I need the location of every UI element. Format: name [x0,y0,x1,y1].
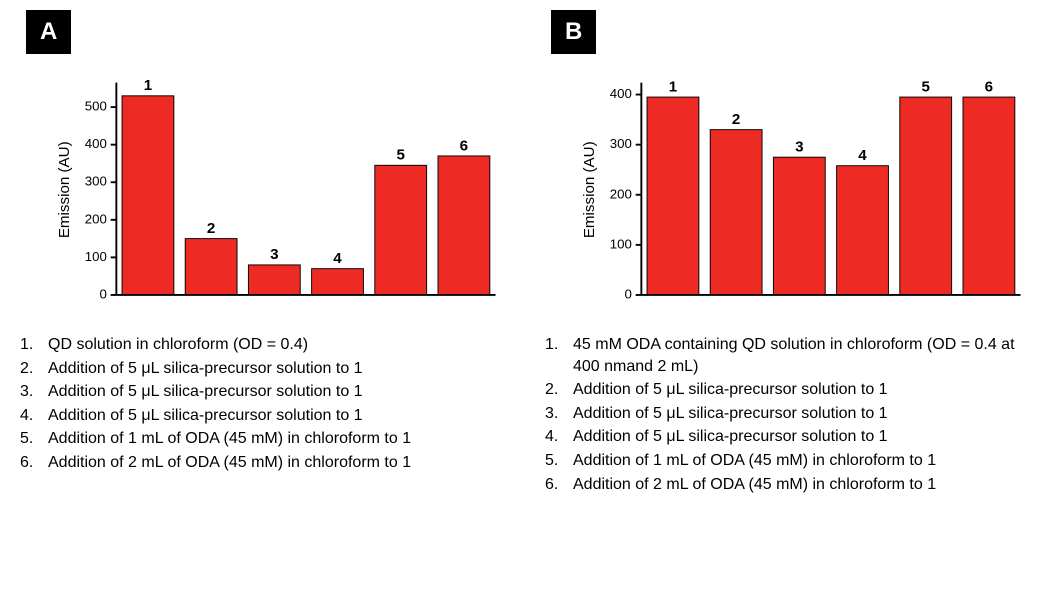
bar-label: 2 [732,111,740,128]
panel-a: A 0 100 200 300 400 500 Emission (AU) 1 2 3 4 5 6 1.… [20,10,505,582]
bar-label: 5 [396,147,404,164]
legend-item-number: 1. [545,334,573,356]
chart-bar [837,166,889,295]
legend-item-number: 3. [20,381,48,403]
legend-item-number: 2. [20,358,48,380]
svg-text:100: 100 [610,236,632,251]
legend-item: 2.Addition of 5 μL silica-precursor solu… [545,379,1030,401]
legend-item: 4.Addition of 5 μL silica-precursor solu… [20,405,505,427]
chart-bar [963,97,1015,295]
chart-bar [900,97,952,295]
legend-item: 5.Addition of 1 mL of ODA (45 mM) in chl… [20,428,505,450]
panel-b-legend: 1.45 mM ODA containing QD solution in ch… [545,334,1030,497]
legend-item-text: Addition of 5 μL silica-precursor soluti… [48,358,505,380]
legend-item: 1.QD solution in chloroform (OD = 0.4) [20,334,505,356]
legend-item-text: Addition of 5 μL silica-precursor soluti… [573,426,1030,448]
legend-item-text: Addition of 2 mL of ODA (45 mM) in chlor… [573,474,1030,496]
svg-text:400: 400 [610,86,632,101]
svg-text:500: 500 [85,99,107,114]
legend-item: 2.Addition of 5 μL silica-precursor solu… [20,358,505,380]
panel-b-badge: B [551,10,596,54]
chart-bar [185,239,237,295]
legend-item-number: 5. [545,450,573,472]
chart-bar [438,156,490,295]
panel-b-chart-wrap: 0 100 200 300 400 Emission (AU) 1 2 3 4 5 6 [575,58,1030,318]
panel-b-chart: 0 100 200 300 400 Emission (AU) 1 2 3 4 5 6 [575,58,1030,304]
chart-bar [647,97,699,295]
bar-label: 4 [858,147,867,164]
legend-item-text: Addition of 1 mL of ODA (45 mM) in chlor… [573,450,1030,472]
legend-item-text: Addition of 5 μL silica-precursor soluti… [573,379,1030,401]
panel-a-header: A [20,10,505,54]
figure-root: A 0 100 200 300 400 500 Emission (AU) 1 2 3 4 5 6 1.… [0,0,1050,592]
legend-item-text: Addition of 5 μL silica-precursor soluti… [48,405,505,427]
chart-bar [773,157,825,295]
svg-text:400: 400 [85,136,107,151]
svg-text:100: 100 [85,249,107,264]
legend-item: 6.Addition of 2 mL of ODA (45 mM) in chl… [545,474,1030,496]
y-axis-label: Emission (AU) [581,141,598,238]
bar-label: 4 [333,250,342,267]
legend-item: 4.Addition of 5 μL silica-precursor solu… [545,426,1030,448]
bar-label: 1 [669,78,677,95]
panel-a-badge: A [26,10,71,54]
chart-bar [710,130,762,295]
panel-b: B 0 100 200 300 400 Emission (AU) 1 2 3 4 5 6 1.45 … [545,10,1030,582]
legend-item-number: 6. [545,474,573,496]
legend-item-text: Addition of 5 μL silica-precursor soluti… [48,381,505,403]
bar-label: 5 [921,78,929,95]
legend-item-text: Addition of 1 mL of ODA (45 mM) in chlor… [48,428,505,450]
legend-item: 5.Addition of 1 mL of ODA (45 mM) in chl… [545,450,1030,472]
legend-item-number: 2. [545,379,573,401]
bar-label: 6 [985,78,993,95]
chart-bar [375,165,427,295]
svg-text:300: 300 [85,174,107,189]
panel-a-chart: 0 100 200 300 400 500 Emission (AU) 1 2 3 4 5 6 [50,58,505,304]
legend-item: 3.Addition of 5 μL silica-precursor solu… [20,381,505,403]
chart-bar [248,265,300,295]
legend-item-text: Addition of 5 μL silica-precursor soluti… [573,403,1030,425]
legend-item: 1.45 mM ODA containing QD solution in ch… [545,334,1030,377]
legend-item-number: 4. [545,426,573,448]
bar-label: 1 [144,77,152,94]
legend-item-text: 45 mM ODA containing QD solution in chlo… [573,334,1030,377]
legend-item-number: 3. [545,403,573,425]
legend-item-number: 5. [20,428,48,450]
panel-b-header: B [545,10,1030,54]
svg-text:0: 0 [624,286,631,301]
y-axis-label: Emission (AU) [56,141,73,238]
legend-item: 3.Addition of 5 μL silica-precursor solu… [545,403,1030,425]
panel-a-chart-wrap: 0 100 200 300 400 500 Emission (AU) 1 2 3 4 5 6 [50,58,505,318]
bar-label: 2 [207,220,215,237]
panel-a-legend: 1.QD solution in chloroform (OD = 0.4)2.… [20,334,505,476]
bar-label: 6 [460,137,468,154]
chart-bar [312,269,364,295]
legend-item-number: 1. [20,334,48,356]
chart-bar [122,96,174,295]
legend-item-number: 6. [20,452,48,474]
svg-text:0: 0 [99,286,106,301]
legend-item-text: QD solution in chloroform (OD = 0.4) [48,334,505,356]
legend-item-number: 4. [20,405,48,427]
bar-label: 3 [270,246,278,263]
svg-text:300: 300 [610,136,632,151]
svg-text:200: 200 [610,186,632,201]
svg-text:200: 200 [85,211,107,226]
legend-item: 6.Addition of 2 mL of ODA (45 mM) in chl… [20,452,505,474]
bar-label: 3 [795,139,803,156]
legend-item-text: Addition of 2 mL of ODA (45 mM) in chlor… [48,452,505,474]
